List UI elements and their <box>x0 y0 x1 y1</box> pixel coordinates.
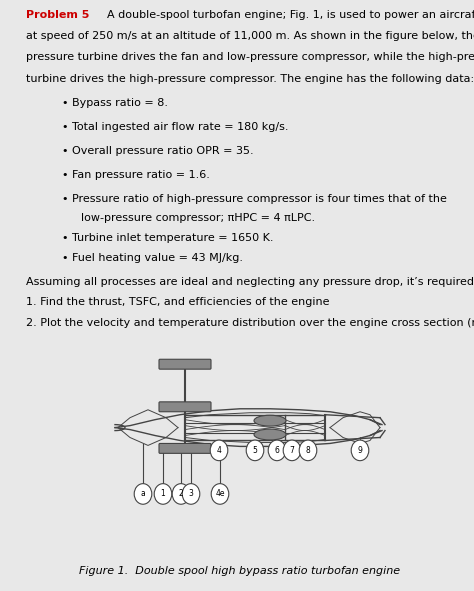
Text: Assuming all processes are ideal and neglecting any pressure drop, it’s required: Assuming all processes are ideal and neg… <box>26 277 474 287</box>
Ellipse shape <box>283 440 301 460</box>
Text: 2: 2 <box>179 489 183 498</box>
Text: 4: 4 <box>217 446 221 455</box>
Text: Figure 1.  Double spool high bypass ratio turbofan engine: Figure 1. Double spool high bypass ratio… <box>80 566 401 576</box>
Text: low-pressure compressor; πHPC = 4 πLPC.: low-pressure compressor; πHPC = 4 πLPC. <box>81 213 315 223</box>
Text: A double-spool turbofan engine; Fig. 1, is used to power an aircraft flying: A double-spool turbofan engine; Fig. 1, … <box>107 10 474 20</box>
Text: • Total ingested air flow rate = 180 kg/s.: • Total ingested air flow rate = 180 kg/… <box>62 122 288 132</box>
Text: 5: 5 <box>253 446 257 455</box>
Text: 4e: 4e <box>215 489 225 498</box>
Text: turbine drives the high-pressure compressor. The engine has the following data:: turbine drives the high-pressure compres… <box>26 73 474 83</box>
Text: Problem 5: Problem 5 <box>26 10 90 20</box>
Text: • Fuel heating value = 43 MJ/kg.: • Fuel heating value = 43 MJ/kg. <box>62 253 243 262</box>
FancyBboxPatch shape <box>159 443 211 453</box>
Ellipse shape <box>299 440 317 460</box>
Ellipse shape <box>211 483 229 504</box>
Ellipse shape <box>134 483 152 504</box>
Ellipse shape <box>254 415 286 426</box>
Text: 7: 7 <box>290 446 294 455</box>
Text: 1. Find the thrust, TSFC, and efficiencies of the engine: 1. Find the thrust, TSFC, and efficienci… <box>26 297 329 307</box>
Ellipse shape <box>246 440 264 460</box>
Ellipse shape <box>154 483 172 504</box>
Text: 2. Plot the velocity and temperature distribution over the engine cross section : 2. Plot the velocity and temperature dis… <box>26 318 474 328</box>
Text: 3: 3 <box>189 489 193 498</box>
Text: at speed of 250 m/s at an altitude of 11,000 m. As shown in the figure below, th: at speed of 250 m/s at an altitude of 11… <box>26 31 474 41</box>
Text: 6: 6 <box>274 446 280 455</box>
Text: • Bypass ratio = 8.: • Bypass ratio = 8. <box>62 98 168 108</box>
Ellipse shape <box>172 483 190 504</box>
Text: • Overall pressure ratio OPR = 35.: • Overall pressure ratio OPR = 35. <box>62 146 253 155</box>
FancyBboxPatch shape <box>159 359 211 369</box>
Text: a: a <box>141 489 146 498</box>
Ellipse shape <box>210 440 228 460</box>
Text: • Pressure ratio of high-pressure compressor is four times that of the: • Pressure ratio of high-pressure compre… <box>62 194 447 204</box>
Ellipse shape <box>182 483 200 504</box>
Ellipse shape <box>254 429 286 440</box>
Ellipse shape <box>351 440 369 460</box>
FancyBboxPatch shape <box>159 402 211 412</box>
Text: 9: 9 <box>357 446 363 455</box>
Text: • Fan pressure ratio = 1.6.: • Fan pressure ratio = 1.6. <box>62 170 210 180</box>
Ellipse shape <box>268 440 286 460</box>
Text: 8: 8 <box>306 446 310 455</box>
Text: pressure turbine drives the fan and low-pressure compressor, while the high-pres: pressure turbine drives the fan and low-… <box>26 53 474 63</box>
Text: • Turbine inlet temperature = 1650 K.: • Turbine inlet temperature = 1650 K. <box>62 233 273 243</box>
Text: 1: 1 <box>161 489 165 498</box>
